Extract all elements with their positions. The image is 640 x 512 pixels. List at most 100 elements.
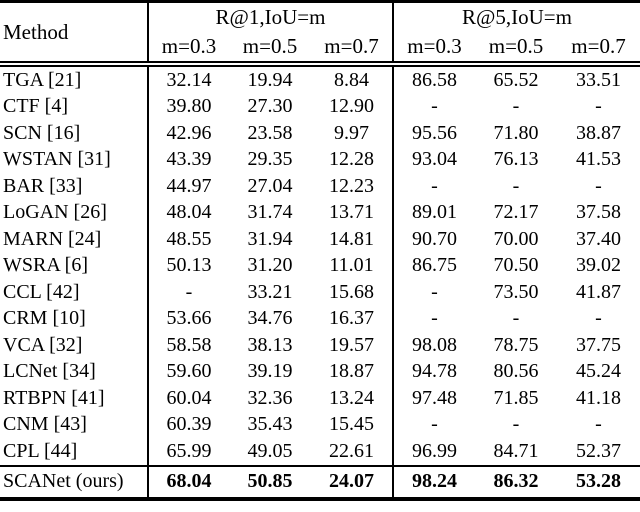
method-cell: WSRA [6] bbox=[0, 252, 149, 279]
table-body: TGA [21] 32.14 19.94 8.84 86.58 65.52 33.51 CTF… bbox=[0, 64, 640, 499]
value-cell: 33.51 bbox=[576, 68, 622, 91]
value-cell: 41.18 bbox=[576, 386, 622, 409]
value-cell: 37.58 bbox=[576, 201, 622, 224]
value-cell: 70.50 bbox=[493, 254, 539, 277]
value-cell: - bbox=[431, 280, 438, 303]
value-cell: 98.24 bbox=[393, 464, 475, 499]
table-row: CNM [43] 60.39 35.43 15.45 - - - bbox=[0, 411, 640, 438]
table-header: Method R@1,IoU=m R@5,IoU=m m=0.3 m=0.5 m… bbox=[0, 1, 640, 67]
value-cell: 97.48 bbox=[412, 386, 457, 409]
value-cell: 27.04 bbox=[247, 174, 293, 197]
value-cell: - bbox=[431, 174, 438, 197]
sub-header-r5-m07: m=0.7 bbox=[557, 32, 640, 67]
value-cell: 39.80 bbox=[166, 95, 212, 118]
value-cell: 12.28 bbox=[311, 146, 394, 173]
value-cell: 50.13 bbox=[166, 254, 212, 277]
value-cell: 41.87 bbox=[576, 280, 622, 303]
value-cell: 93.04 bbox=[412, 148, 457, 171]
method-cell: WSTAN [31] bbox=[0, 146, 149, 173]
value-cell: - bbox=[431, 95, 438, 118]
value-cell: 15.45 bbox=[311, 411, 394, 438]
group-header-r1: R@1,IoU=m bbox=[148, 1, 394, 32]
value-cell: 76.13 bbox=[493, 148, 539, 171]
method-cell: LoGAN [26] bbox=[0, 199, 149, 226]
value-cell: 86.75 bbox=[412, 254, 457, 277]
value-cell: 49.05 bbox=[247, 439, 293, 462]
value-cell: 94.78 bbox=[412, 360, 457, 383]
value-cell: 38.87 bbox=[576, 121, 622, 144]
table-row: WSRA [6] 50.13 31.20 11.01 86.75 70.50 39.02 bbox=[0, 252, 640, 279]
value-cell: 33.21 bbox=[247, 280, 293, 303]
value-cell: 65.99 bbox=[166, 439, 212, 462]
value-cell: 71.85 bbox=[493, 386, 539, 409]
value-cell: 86.58 bbox=[412, 68, 457, 91]
value-cell: 50.85 bbox=[229, 464, 311, 499]
value-cell: 15.68 bbox=[311, 279, 394, 306]
value-cell: 16.37 bbox=[311, 305, 394, 332]
table-row: WSTAN [31] 43.39 29.35 12.28 93.04 76.13 41.53 bbox=[0, 146, 640, 173]
value-cell: 31.94 bbox=[247, 227, 293, 250]
table-row: CCL [42] - 33.21 15.68 - 73.50 41.87 bbox=[0, 279, 640, 306]
value-cell: 52.37 bbox=[576, 439, 622, 462]
method-cell: VCA [32] bbox=[0, 332, 149, 359]
method-cell: TGA [21] bbox=[0, 64, 149, 94]
value-cell: 44.97 bbox=[166, 174, 212, 197]
value-cell: 39.02 bbox=[576, 254, 622, 277]
value-cell: 73.50 bbox=[493, 280, 539, 303]
value-cell: 39.19 bbox=[247, 360, 293, 383]
table-row: CRM [10] 53.66 34.76 16.37 - - - bbox=[0, 305, 640, 332]
method-cell: CNM [43] bbox=[0, 411, 149, 438]
value-cell: 38.13 bbox=[247, 333, 293, 356]
method-column-header: Method bbox=[0, 1, 149, 67]
table-row-ours: SCANet (ours) 68.04 50.85 24.07 98.24 86.32 53… bbox=[0, 464, 640, 499]
value-cell: - bbox=[512, 174, 520, 197]
method-cell: BAR [33] bbox=[0, 173, 149, 200]
value-cell: 12.90 bbox=[311, 93, 394, 120]
value-cell: 19.94 bbox=[247, 68, 293, 91]
table-row: SCN [16] 42.96 23.58 9.97 95.56 71.80 38.87 bbox=[0, 120, 640, 147]
value-cell: 48.04 bbox=[166, 201, 212, 224]
value-cell: 18.87 bbox=[311, 358, 394, 385]
value-cell: 34.76 bbox=[247, 307, 293, 330]
value-cell: 9.97 bbox=[311, 120, 394, 147]
value-cell: - bbox=[512, 413, 520, 436]
value-cell: 53.28 bbox=[557, 464, 640, 499]
value-cell: 41.53 bbox=[576, 148, 622, 171]
value-cell: 65.52 bbox=[493, 68, 539, 91]
value-cell: 29.35 bbox=[247, 148, 293, 171]
value-cell: - bbox=[431, 413, 438, 436]
value-cell: 27.30 bbox=[247, 95, 293, 118]
value-cell: 32.36 bbox=[247, 386, 293, 409]
table-row: CTF [4] 39.80 27.30 12.90 - - - bbox=[0, 93, 640, 120]
value-cell: 86.32 bbox=[475, 464, 557, 499]
table-row: BAR [33] 44.97 27.04 12.23 - - - bbox=[0, 173, 640, 200]
value-cell: 35.43 bbox=[247, 413, 293, 436]
value-cell: - bbox=[595, 413, 602, 436]
value-cell: - bbox=[595, 174, 602, 197]
value-cell: 13.24 bbox=[311, 385, 394, 412]
value-cell: 11.01 bbox=[311, 252, 394, 279]
value-cell: 37.40 bbox=[576, 227, 622, 250]
value-cell: 42.96 bbox=[166, 121, 212, 144]
table-row: RTBPN [41] 60.04 32.36 13.24 97.48 71.85 41.18 bbox=[0, 385, 640, 412]
table-row: LCNet [34] 59.60 39.19 18.87 94.78 80.56 45.24 bbox=[0, 358, 640, 385]
value-cell: - bbox=[512, 95, 520, 118]
value-cell: 98.08 bbox=[412, 333, 457, 356]
sub-header-row: m=0.3 m=0.5 m=0.7 m=0.3 m=0.5 m=0.7 bbox=[0, 32, 640, 67]
table-row: CPL [44] 65.99 49.05 22.61 96.99 84.71 52.37 bbox=[0, 438, 640, 466]
value-cell: 84.71 bbox=[493, 439, 539, 462]
method-cell: RTBPN [41] bbox=[0, 385, 149, 412]
value-cell: 96.99 bbox=[412, 439, 457, 462]
value-cell: 71.80 bbox=[493, 121, 539, 144]
value-cell: 31.20 bbox=[247, 254, 293, 277]
sub-header-r1-m07: m=0.7 bbox=[311, 32, 394, 67]
value-cell: 19.57 bbox=[311, 332, 394, 359]
table-row: LoGAN [26] 48.04 31.74 13.71 89.01 72.17 37.58 bbox=[0, 199, 640, 226]
value-cell: 59.60 bbox=[166, 360, 212, 383]
value-cell: 80.56 bbox=[493, 360, 539, 383]
method-cell: CCL [42] bbox=[0, 279, 149, 306]
sub-header-r5-m03: m=0.3 bbox=[393, 32, 475, 67]
value-cell: 89.01 bbox=[412, 201, 457, 224]
value-cell: - bbox=[595, 95, 602, 118]
table-row: MARN [24] 48.55 31.94 14.81 90.70 70.00 37.40 bbox=[0, 226, 640, 253]
